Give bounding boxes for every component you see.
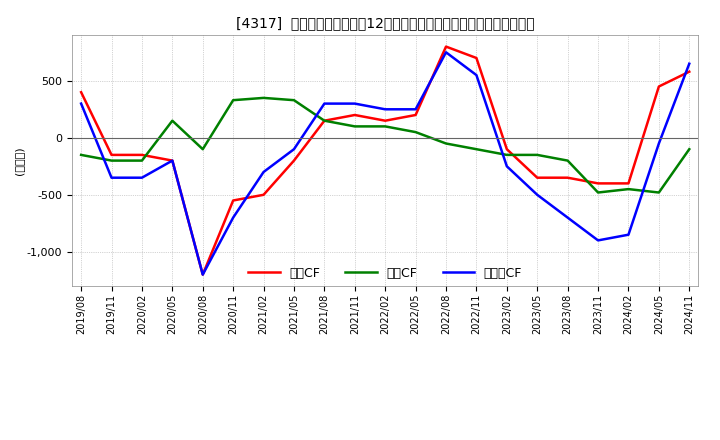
営業CF	[503, 147, 511, 152]
フリーCF	[624, 232, 633, 237]
フリーCF	[654, 141, 663, 146]
フリーCF	[77, 101, 86, 106]
投資CF	[138, 158, 146, 163]
フリーCF	[107, 175, 116, 180]
フリーCF	[503, 164, 511, 169]
投資CF	[381, 124, 390, 129]
フリーCF	[351, 101, 359, 106]
フリーCF	[411, 106, 420, 112]
投資CF	[533, 152, 541, 158]
投資CF	[685, 147, 693, 152]
営業CF	[654, 84, 663, 89]
フリーCF	[594, 238, 603, 243]
フリーCF	[229, 215, 238, 220]
Title: [4317]  キャッシュフローの12か月移動合計の対前年同期増減額の推移: [4317] キャッシュフローの12か月移動合計の対前年同期増減額の推移	[236, 16, 534, 30]
Legend: 営業CF, 投資CF, フリーCF: 営業CF, 投資CF, フリーCF	[243, 262, 527, 285]
営業CF	[472, 55, 481, 61]
営業CF	[563, 175, 572, 180]
投資CF	[503, 152, 511, 158]
投資CF	[199, 147, 207, 152]
投資CF	[351, 124, 359, 129]
営業CF	[624, 181, 633, 186]
投資CF	[594, 190, 603, 195]
営業CF	[411, 112, 420, 117]
フリーCF	[199, 272, 207, 277]
営業CF	[138, 152, 146, 158]
営業CF	[685, 69, 693, 74]
フリーCF	[320, 101, 329, 106]
営業CF	[441, 44, 450, 49]
営業CF	[320, 118, 329, 123]
営業CF	[381, 118, 390, 123]
フリーCF	[259, 169, 268, 175]
営業CF	[289, 158, 298, 163]
投資CF	[411, 129, 420, 135]
営業CF	[259, 192, 268, 198]
Y-axis label: (百万円): (百万円)	[14, 146, 24, 175]
営業CF	[594, 181, 603, 186]
営業CF	[168, 158, 176, 163]
フリーCF	[138, 175, 146, 180]
投資CF	[320, 118, 329, 123]
投資CF	[624, 187, 633, 192]
投資CF	[472, 147, 481, 152]
投資CF	[441, 141, 450, 146]
投資CF	[654, 190, 663, 195]
フリーCF	[441, 50, 450, 55]
営業CF	[533, 175, 541, 180]
営業CF	[351, 112, 359, 117]
フリーCF	[472, 73, 481, 78]
Line: 営業CF: 営業CF	[81, 47, 689, 275]
Line: フリーCF: フリーCF	[81, 52, 689, 275]
投資CF	[229, 98, 238, 103]
投資CF	[168, 118, 176, 123]
Line: 投資CF: 投資CF	[81, 98, 689, 193]
投資CF	[259, 95, 268, 100]
フリーCF	[289, 147, 298, 152]
営業CF	[199, 272, 207, 277]
営業CF	[77, 90, 86, 95]
投資CF	[563, 158, 572, 163]
フリーCF	[381, 106, 390, 112]
投資CF	[289, 98, 298, 103]
フリーCF	[685, 61, 693, 66]
営業CF	[229, 198, 238, 203]
フリーCF	[563, 215, 572, 220]
フリーCF	[168, 158, 176, 163]
投資CF	[107, 158, 116, 163]
フリーCF	[533, 192, 541, 198]
投資CF	[77, 152, 86, 158]
営業CF	[107, 152, 116, 158]
